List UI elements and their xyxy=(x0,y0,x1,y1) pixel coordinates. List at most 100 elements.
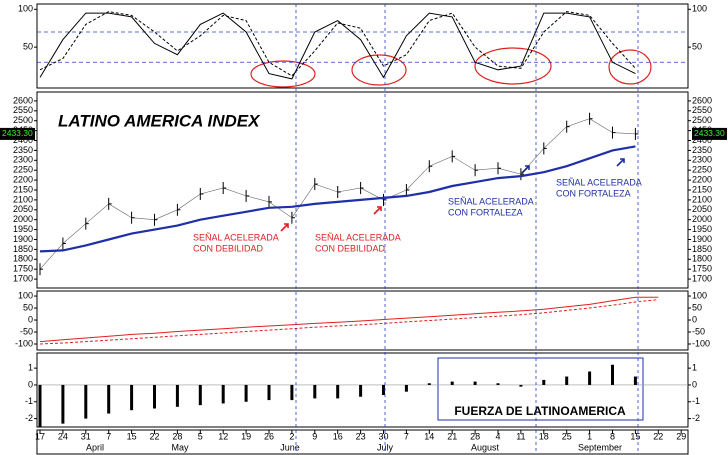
y-tick-label: 50 xyxy=(23,42,33,52)
annotation: CON FORTALEZA xyxy=(448,207,523,217)
x-tick-label: 12 xyxy=(218,431,228,441)
y-tick-label: 100 xyxy=(692,4,707,14)
y-tick-label: 100 xyxy=(692,290,707,300)
bar xyxy=(244,384,248,402)
x-tick-label: 14 xyxy=(424,431,434,441)
y-tick-label: 1950 xyxy=(692,224,712,234)
y-tick-label: 2200 xyxy=(13,174,33,184)
x-axis-frame xyxy=(36,429,689,455)
bar xyxy=(542,379,546,385)
x-tick-label: 17 xyxy=(35,431,45,441)
y-tick-label: 1700 xyxy=(692,273,712,283)
bar xyxy=(473,381,477,385)
y-tick-label: -100 xyxy=(692,338,710,348)
y-tick-label: 2150 xyxy=(13,184,33,194)
bar xyxy=(84,384,88,419)
y-tick-label: 1950 xyxy=(13,224,33,234)
y-tick-label: -1 xyxy=(25,396,33,406)
y-tick-label: -2 xyxy=(692,413,700,423)
bar xyxy=(153,384,156,409)
annotation: CON FORTALEZA xyxy=(556,188,631,198)
x-tick-label: 19 xyxy=(241,431,251,441)
bar xyxy=(611,364,614,385)
y-tick-label: 100 xyxy=(18,290,33,300)
highlight-ellipses xyxy=(250,47,652,88)
y-tick-label: 100 xyxy=(18,4,33,14)
x-tick-label: 1 xyxy=(587,431,592,441)
bar xyxy=(404,384,408,392)
y-tick-label: 0 xyxy=(692,314,697,324)
bar xyxy=(267,384,271,401)
last-value-box xyxy=(0,127,35,140)
y-tick-label: 50 xyxy=(692,302,702,312)
last-value-box xyxy=(692,127,727,140)
y-tick-label: 2050 xyxy=(692,204,712,214)
annotation: SEÑAL ACELERADA xyxy=(315,232,401,242)
y-tick-label: 2600 xyxy=(692,95,712,105)
y-tick-label: 50 xyxy=(692,42,702,52)
panel-frame xyxy=(36,352,689,428)
y-tick-label: 2200 xyxy=(692,174,712,184)
y-tick-label: 2100 xyxy=(13,194,33,204)
x-tick-label: 30 xyxy=(378,431,388,441)
last-value-label: 2433.30 xyxy=(2,128,33,138)
bar xyxy=(427,383,431,385)
month-label: September xyxy=(578,442,622,452)
y-tick-label: 2550 xyxy=(692,105,712,115)
y-tick-label: 1750 xyxy=(13,264,33,274)
x-tick-label: 15 xyxy=(630,431,640,441)
y-tick-label: 2500 xyxy=(13,115,33,125)
bar xyxy=(519,384,523,387)
x-tick-label: 4 xyxy=(495,431,500,441)
x-tick-label: 11 xyxy=(516,431,525,441)
bar xyxy=(565,376,569,385)
bar xyxy=(38,384,42,427)
y-tick-label: 0 xyxy=(28,314,33,324)
y-tick-label: 1700 xyxy=(13,273,33,283)
annotation: CON DEBILIDAD xyxy=(193,243,264,253)
x-tick-label: 5 xyxy=(198,431,203,441)
y-tick-label: -50 xyxy=(692,326,705,336)
bar xyxy=(588,371,592,385)
x-tick-label: 25 xyxy=(562,431,572,441)
y-tick-label: 1850 xyxy=(692,244,712,254)
y-tick-label: 1 xyxy=(28,363,33,373)
y-tick-label: 2050 xyxy=(13,204,33,214)
x-tick-label: 8 xyxy=(610,431,615,441)
bar xyxy=(107,384,111,414)
chart-title: LATINO AMERICA INDEX xyxy=(58,111,261,130)
x-tick-label: 2 xyxy=(289,431,294,441)
x-tick-label: 28 xyxy=(172,431,182,441)
bar xyxy=(61,384,65,424)
month-label: May xyxy=(171,442,189,452)
x-tick-label: 23 xyxy=(356,431,366,441)
annotation: FUERZA DE LATINOAMERICA xyxy=(454,404,626,418)
bar xyxy=(198,384,202,406)
series-line xyxy=(39,11,636,77)
annotation: CON DEBILIDAD xyxy=(315,243,386,253)
y-tick-label: 0 xyxy=(692,379,697,389)
y-tick-label: 2250 xyxy=(13,165,33,175)
y-tick-label: -2 xyxy=(25,413,33,423)
x-tick-label: 26 xyxy=(264,431,274,441)
y-tick-label: 2300 xyxy=(692,155,712,165)
y-tick-label: 2350 xyxy=(692,145,712,155)
y-tick-label: 1750 xyxy=(692,264,712,274)
x-tick-label: 22 xyxy=(149,431,159,441)
x-tick-label: 7 xyxy=(404,431,409,441)
y-tick-label: -1 xyxy=(692,396,700,406)
y-tick-label: 0 xyxy=(28,379,33,389)
bar xyxy=(221,384,225,404)
series-line xyxy=(39,296,659,343)
x-tick-label: 22 xyxy=(653,431,663,441)
y-tick-label: 50 xyxy=(23,302,33,312)
x-tick-label: 28 xyxy=(470,431,480,441)
y-tick-label: 1 xyxy=(692,363,697,373)
y-tick-label: 2000 xyxy=(692,214,712,224)
y-tick-label: 2300 xyxy=(13,155,33,165)
y-tick-label: -50 xyxy=(20,326,33,336)
x-tick-label: 31 xyxy=(81,431,91,441)
x-tick-label: 21 xyxy=(447,431,457,441)
y-tick-label: 2500 xyxy=(692,115,712,125)
